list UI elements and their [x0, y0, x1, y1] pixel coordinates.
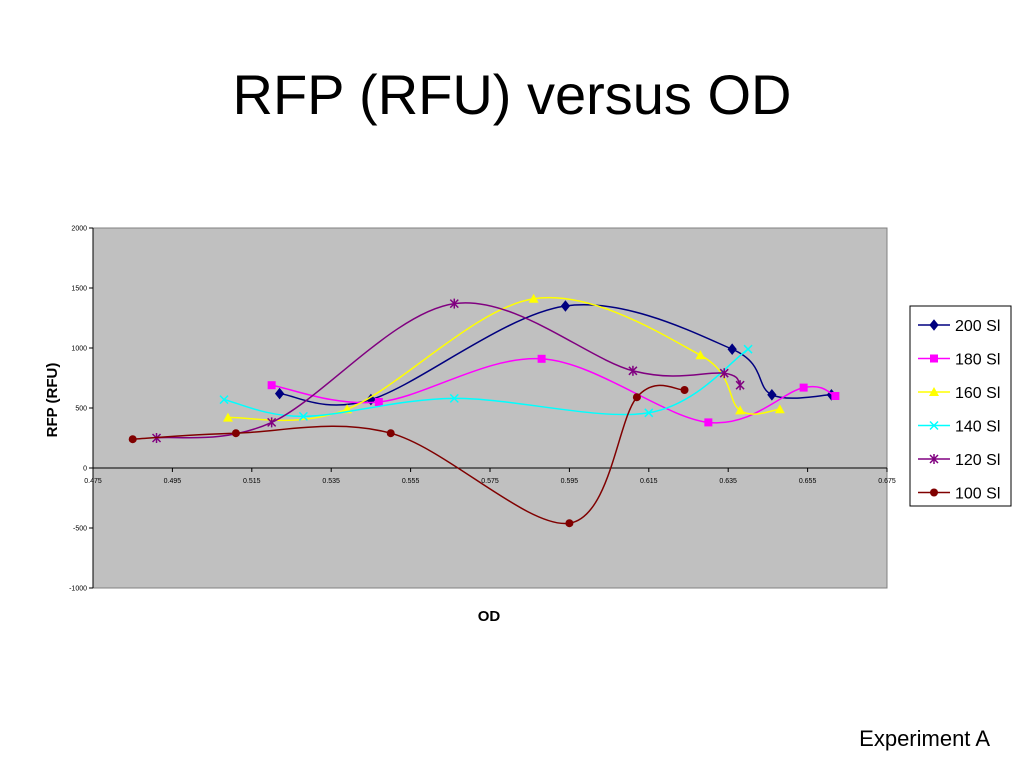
data-point [727, 343, 737, 356]
data-point [704, 418, 713, 427]
data-point [632, 393, 641, 402]
legend-marker [929, 319, 939, 331]
data-point [449, 393, 459, 403]
series-layer [128, 293, 840, 528]
data-point [231, 429, 240, 438]
data-point [386, 429, 395, 438]
y-tick-label: -1000 [69, 586, 87, 593]
data-point [680, 386, 689, 394]
legend-box [909, 305, 1012, 507]
data-point [774, 404, 785, 414]
data-point [274, 387, 285, 400]
y-tick-label: 0 [83, 466, 87, 473]
y-axis-title: RFP (RFU) [44, 363, 61, 438]
data-point [565, 519, 574, 528]
data-point [528, 293, 539, 303]
legend-label: 120 Sl [955, 452, 1000, 469]
legend-item: 100 Sl [918, 486, 1000, 503]
legend-item: 200 Sl [918, 318, 1000, 335]
x-tick-label: 0.595 [561, 478, 579, 485]
data-point [695, 350, 706, 360]
data-point [628, 365, 638, 376]
x-tick-label: 0.475 [84, 478, 102, 485]
series-120-sl [151, 298, 745, 443]
x-tick-label: 0.655 [799, 478, 817, 485]
x-tick-label: 0.535 [322, 478, 340, 485]
series-line [223, 348, 749, 418]
x-tick-label: 0.635 [719, 478, 737, 485]
legend-label: 140 Sl [955, 419, 1000, 436]
series-180-sl [267, 354, 840, 427]
x-tick-label: 0.675 [878, 478, 896, 485]
legend-item: 140 Sl [918, 419, 1000, 436]
footer-note: Experiment A [859, 726, 990, 751]
data-point [298, 411, 308, 421]
data-point [267, 417, 277, 428]
x-tick-label: 0.495 [164, 478, 182, 485]
data-point [719, 368, 729, 379]
data-point [644, 408, 654, 418]
data-point [128, 435, 137, 444]
data-point [743, 344, 753, 354]
legend-label: 160 Sl [955, 385, 1000, 402]
x-axis-title: OD [478, 608, 501, 625]
data-point [222, 412, 233, 422]
x-tick-label: 0.575 [481, 478, 499, 485]
y-tick-label: 1000 [71, 346, 87, 353]
data-point [735, 405, 746, 415]
series-line [156, 302, 741, 439]
legend-marker [929, 420, 939, 431]
y-tick-label: 2000 [71, 226, 87, 233]
legend: 200 Sl 180 Sl 160 Sl 140 Sl 120 Sl 100 Sl [909, 305, 1012, 507]
y-tick-label: 500 [75, 406, 87, 413]
series-100-sl [128, 384, 689, 528]
legend-item: 120 Sl [918, 452, 1000, 469]
legend-label: 180 Sl [955, 352, 1000, 369]
y-tick-label: 1500 [71, 286, 87, 293]
series-140-sl [219, 344, 753, 421]
data-point [735, 380, 745, 391]
data-point [799, 383, 808, 392]
data-point [767, 388, 777, 401]
data-point [560, 300, 571, 312]
axes: -1000 -500 0 500 1000 1500 2000 0.475 0.495 0.515… [69, 226, 896, 593]
legend-marker [929, 387, 939, 396]
data-point [219, 395, 229, 405]
legend-item: 180 Sl [918, 352, 1000, 369]
legend-label: 100 Sl [955, 486, 1000, 503]
legend-marker [929, 454, 939, 464]
data-point [267, 381, 276, 390]
x-tick-label: 0.515 [243, 478, 261, 485]
legend-item: 160 Sl [918, 385, 1000, 402]
legend-label: 200 Sl [955, 318, 1000, 335]
y-tick-label: -500 [73, 526, 87, 533]
data-point [537, 354, 546, 363]
legend-marker [930, 354, 938, 363]
legend-marker [930, 488, 938, 497]
data-point [831, 392, 840, 400]
slide-title: RFP (RFU) versus OD [232, 63, 792, 126]
x-tick-label: 0.555 [402, 478, 420, 485]
data-point [374, 398, 383, 406]
x-tick-label: 0.615 [640, 478, 658, 485]
plot-area [92, 227, 888, 589]
data-point [449, 298, 459, 309]
